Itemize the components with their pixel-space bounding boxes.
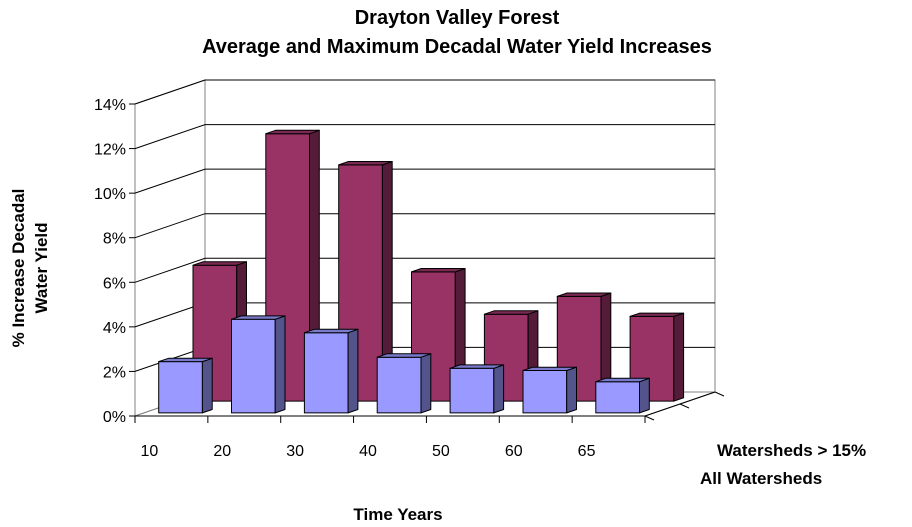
x-tick-label: 65 (578, 443, 596, 460)
chart-title-line-2: Average and Maximum Decadal Water Yield … (202, 36, 712, 58)
x-tick-label: 30 (286, 443, 304, 460)
x-axis-tick-labels: 10 20 30 40 50 60 65 (141, 443, 596, 460)
y-axis-tick-labels: 0% 2% 4% 6% 8% 10% 12% 14% (94, 97, 126, 426)
gridlines (129, 79, 715, 417)
y-tick-label: 8% (103, 231, 126, 248)
y-tick-label: 12% (94, 142, 126, 159)
depth-tick-mark (679, 403, 690, 409)
gridline (134, 124, 715, 150)
series-label-all-watersheds: All Watersheds (700, 469, 822, 488)
y-tick-label: 10% (94, 186, 126, 203)
bar-all-watersheds-20 (231, 315, 286, 414)
series-label-watersheds-over-15: Watersheds > 15% (717, 441, 866, 460)
y-tick-label: 0% (103, 409, 126, 426)
gridline (134, 79, 715, 105)
x-tick-label: 20 (213, 443, 231, 460)
depth-tick-mark (714, 391, 725, 397)
bar-all-watersheds-50 (449, 364, 505, 414)
x-tick-label: 10 (141, 443, 159, 460)
y-axis-label-line-2: Water Yield (32, 222, 51, 313)
bar-all-watersheds-10 (158, 357, 213, 414)
bar-all-watersheds-60 (522, 366, 577, 414)
bar-all-watersheds-65 (595, 377, 650, 414)
x-axis-label: Time Years (353, 505, 442, 524)
x-tick-label: 60 (505, 443, 523, 460)
x-tick-label: 40 (359, 443, 377, 460)
bar-all-watersheds-40 (376, 353, 432, 414)
gridline (134, 213, 715, 239)
y-axis-label-line-1: % Increase Decadal (9, 189, 28, 348)
depth-tick-mark (644, 415, 655, 421)
series-all-watersheds-bars (158, 315, 650, 414)
gridline (134, 257, 715, 283)
bar-all-watersheds-30 (303, 328, 359, 414)
y-tick-label: 6% (103, 275, 126, 292)
y-tick-label: 14% (94, 97, 126, 114)
floor-front-edge (134, 391, 725, 423)
gridline (134, 168, 715, 194)
x-tick-label: 50 (432, 443, 450, 460)
y-tick-label: 4% (103, 320, 126, 337)
chart-title-line-1: Drayton Valley Forest (355, 7, 560, 29)
y-tick-label: 2% (103, 364, 126, 381)
